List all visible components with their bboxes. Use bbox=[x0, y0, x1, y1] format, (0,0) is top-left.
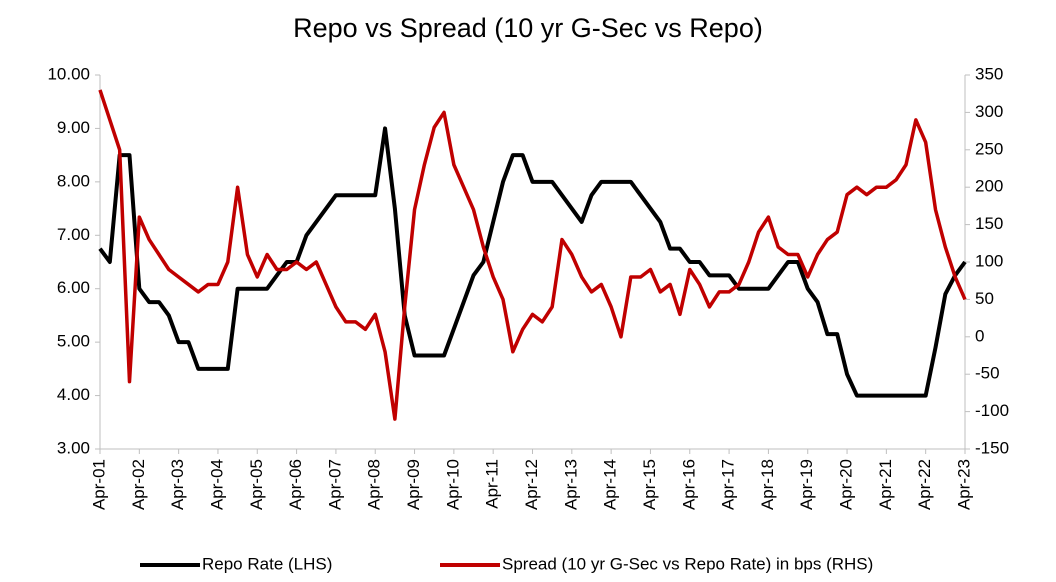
y-tick-label: 5.00 bbox=[57, 332, 90, 351]
x-tick-label: Apr-10 bbox=[443, 459, 462, 510]
x-tick-label: Apr-18 bbox=[758, 459, 777, 510]
series-line bbox=[98, 89, 967, 421]
y2-tick-label: 300 bbox=[975, 102, 1003, 121]
y-tick-label: 8.00 bbox=[57, 171, 90, 190]
x-tick-label: Apr-02 bbox=[129, 459, 148, 510]
x-tick-label: Apr-14 bbox=[601, 459, 620, 510]
y2-tick-label: 0 bbox=[975, 326, 984, 345]
x-tick-label: Apr-11 bbox=[483, 459, 502, 509]
x-tick-label: Apr-21 bbox=[876, 459, 895, 510]
y2-tick-label: -150 bbox=[975, 438, 1009, 457]
x-tick-label: Apr-09 bbox=[404, 459, 423, 510]
legend-label: Spread (10 yr G-Sec vs Repo Rate) in bps… bbox=[502, 554, 873, 573]
legend-label: Repo Rate (LHS) bbox=[202, 554, 332, 573]
x-tick-label: Apr-06 bbox=[286, 459, 305, 510]
x-tick-label: Apr-23 bbox=[954, 459, 973, 510]
x-tick-label: Apr-13 bbox=[561, 459, 580, 510]
series-line bbox=[98, 126, 967, 398]
y2-tick-label: 200 bbox=[975, 177, 1003, 196]
y2-tick-label: 350 bbox=[975, 64, 1003, 83]
x-tick-label: Apr-04 bbox=[207, 459, 226, 510]
y2-tick-label: 100 bbox=[975, 251, 1003, 270]
y-tick-label: 9.00 bbox=[57, 118, 90, 137]
x-tick-label: Apr-08 bbox=[365, 459, 384, 510]
x-tick-label: Apr-17 bbox=[719, 459, 738, 510]
y-tick-label: 7.00 bbox=[57, 225, 90, 244]
y-tick-label: 10.00 bbox=[47, 64, 90, 83]
y2-tick-label: -100 bbox=[975, 401, 1009, 420]
x-tick-label: Apr-03 bbox=[168, 459, 187, 510]
x-tick-label: Apr-22 bbox=[915, 459, 934, 510]
y2-tick-label: 50 bbox=[975, 289, 994, 308]
y2-tick-label: -50 bbox=[975, 364, 1000, 383]
y-tick-label: 3.00 bbox=[57, 438, 90, 457]
y2-tick-label: 250 bbox=[975, 139, 1003, 158]
chart-title: Repo vs Spread (10 yr G-Sec vs Repo) bbox=[293, 13, 763, 43]
x-tick-label: Apr-15 bbox=[640, 459, 659, 510]
y-tick-label: 6.00 bbox=[57, 278, 90, 297]
y2-tick-label: 150 bbox=[975, 214, 1003, 233]
x-tick-label: Apr-05 bbox=[247, 459, 266, 510]
x-tick-label: Apr-19 bbox=[797, 459, 816, 510]
x-tick-label: Apr-12 bbox=[522, 459, 541, 510]
x-tick-label: Apr-20 bbox=[837, 459, 856, 510]
x-tick-label: Apr-01 bbox=[89, 459, 108, 510]
x-tick-label: Apr-16 bbox=[679, 459, 698, 510]
x-tick-label: Apr-07 bbox=[325, 459, 344, 510]
y-tick-label: 4.00 bbox=[57, 385, 90, 404]
